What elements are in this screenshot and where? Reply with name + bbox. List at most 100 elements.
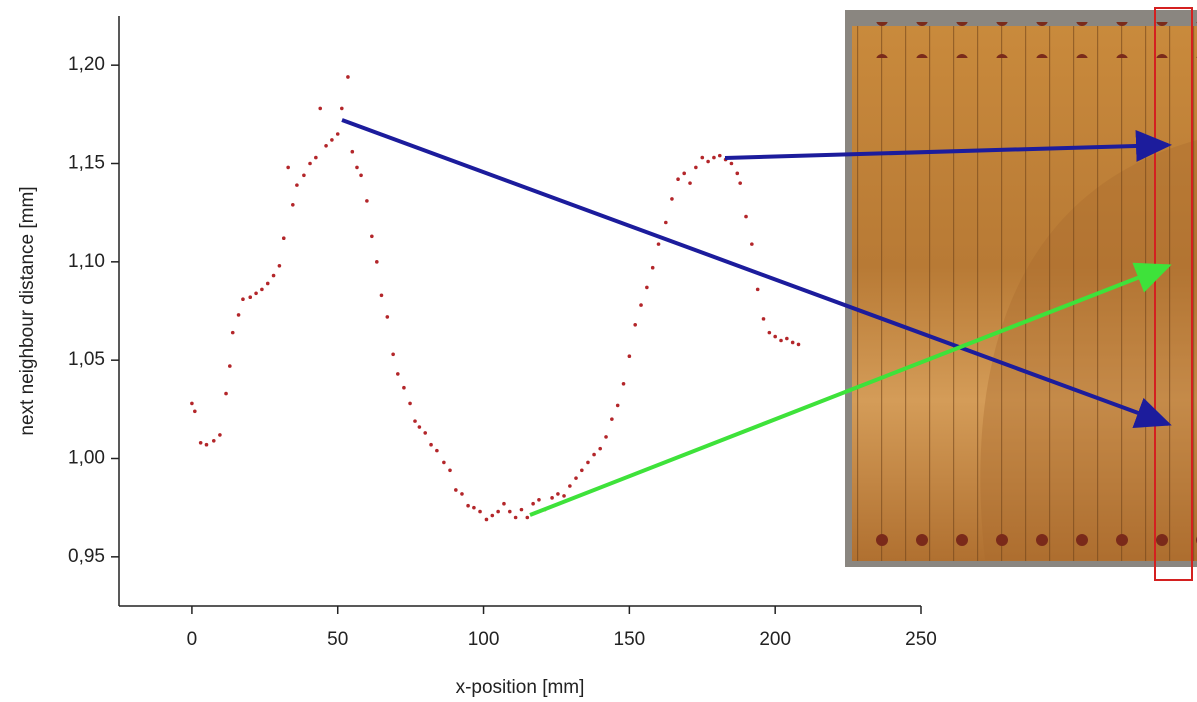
data-point bbox=[402, 385, 406, 390]
data-point bbox=[513, 515, 518, 520]
data-point bbox=[460, 492, 464, 496]
data-point bbox=[773, 334, 777, 339]
annotation-arrows bbox=[341, 118, 1172, 517]
data-point bbox=[490, 513, 495, 518]
data-point bbox=[656, 242, 661, 246]
data-point bbox=[507, 509, 512, 514]
data-point bbox=[664, 220, 668, 225]
y-tick-label: 1,00 bbox=[68, 448, 105, 469]
data-point bbox=[682, 171, 686, 176]
data-point bbox=[375, 260, 379, 264]
data-point bbox=[254, 291, 258, 296]
data-point bbox=[586, 460, 590, 465]
data-point bbox=[228, 364, 232, 368]
plot-area: 0 50 100 150 200 250 0,95 1,00 1,05 1,10 1,15 1,20 bbox=[68, 54, 937, 650]
x-tick-label: 100 bbox=[468, 629, 500, 650]
data-point bbox=[211, 439, 216, 443]
data-point bbox=[314, 155, 318, 160]
data-point bbox=[484, 517, 489, 522]
data-point bbox=[568, 484, 572, 488]
data-point bbox=[265, 281, 270, 286]
data-point bbox=[750, 242, 754, 246]
data-point bbox=[370, 234, 374, 239]
data-point bbox=[604, 435, 608, 439]
data-point bbox=[365, 199, 369, 203]
data-point bbox=[355, 165, 359, 170]
data-point bbox=[761, 317, 766, 321]
data-point bbox=[230, 330, 235, 335]
data-point bbox=[295, 183, 299, 187]
data-point bbox=[346, 75, 350, 79]
data-point bbox=[650, 265, 655, 270]
data-point bbox=[688, 181, 692, 185]
x-tick-label: 250 bbox=[905, 629, 937, 650]
data-point bbox=[396, 372, 400, 376]
data-point bbox=[610, 417, 614, 421]
x-tick-label: 0 bbox=[187, 629, 198, 650]
data-point bbox=[639, 303, 643, 307]
data-point bbox=[592, 452, 596, 457]
data-point bbox=[767, 330, 772, 335]
data-point bbox=[676, 177, 680, 182]
data-point bbox=[729, 161, 734, 166]
data-point bbox=[330, 138, 334, 142]
data-point bbox=[423, 431, 428, 435]
data-point bbox=[429, 442, 433, 447]
data-point bbox=[706, 159, 710, 164]
data-point bbox=[340, 106, 344, 111]
data-point bbox=[738, 181, 742, 185]
data-point bbox=[281, 236, 286, 241]
data-point bbox=[417, 425, 422, 429]
data-point bbox=[218, 433, 222, 437]
data-point bbox=[359, 173, 363, 178]
data-point bbox=[350, 149, 355, 154]
data-point bbox=[700, 155, 705, 160]
data-point bbox=[496, 509, 500, 514]
data-point bbox=[478, 509, 482, 514]
data-point bbox=[204, 442, 209, 447]
data-point bbox=[286, 165, 290, 170]
data-point bbox=[580, 468, 584, 473]
data-point bbox=[574, 476, 578, 480]
data-point bbox=[318, 106, 323, 111]
data-point bbox=[335, 132, 340, 136]
data-point bbox=[198, 440, 203, 445]
data-point bbox=[472, 505, 476, 510]
y-tick-label: 1,05 bbox=[68, 349, 105, 370]
data-point bbox=[744, 214, 748, 219]
data-point bbox=[785, 336, 789, 341]
data-point bbox=[224, 391, 228, 396]
data-point bbox=[550, 496, 554, 500]
data-point bbox=[193, 409, 197, 414]
data-point bbox=[413, 419, 417, 423]
data-point bbox=[621, 381, 626, 386]
data-point bbox=[379, 293, 384, 298]
data-point bbox=[385, 315, 390, 319]
data-point bbox=[466, 503, 470, 508]
x-tick-label: 200 bbox=[759, 629, 791, 650]
data-point bbox=[556, 492, 560, 496]
data-point bbox=[633, 322, 637, 327]
y-tick-label: 0,95 bbox=[68, 546, 105, 567]
y-axis-title: next neighbour distance [mm] bbox=[17, 186, 38, 435]
data-point bbox=[645, 285, 649, 290]
data-point bbox=[271, 273, 276, 278]
data-point bbox=[454, 488, 458, 492]
data-point bbox=[277, 263, 282, 268]
y-tick-label: 1,10 bbox=[68, 251, 105, 272]
data-point bbox=[190, 401, 194, 406]
data-point bbox=[627, 354, 632, 359]
data-point bbox=[408, 401, 412, 406]
data-point bbox=[502, 501, 506, 506]
data-point bbox=[435, 448, 439, 453]
data-point bbox=[248, 295, 253, 300]
data-point bbox=[531, 501, 535, 506]
data-point bbox=[519, 507, 524, 512]
x-tick-label: 150 bbox=[614, 629, 646, 650]
data-point bbox=[525, 515, 530, 520]
data-point bbox=[260, 287, 264, 292]
x-tick-label: 50 bbox=[327, 629, 348, 650]
data-point bbox=[779, 338, 783, 343]
data-point bbox=[324, 144, 328, 148]
